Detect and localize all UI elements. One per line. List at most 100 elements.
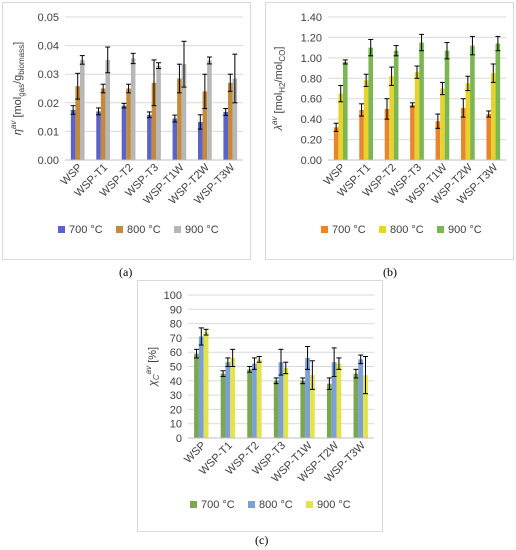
chart-c-bar bbox=[247, 369, 253, 438]
chart-b-bar bbox=[410, 104, 415, 160]
chart-c-bar bbox=[273, 380, 279, 438]
chart-a-bar bbox=[207, 60, 212, 160]
chart-b-ytick-label: 0.40 bbox=[301, 114, 322, 126]
chart-b-bar bbox=[343, 61, 348, 160]
caption-a: (a) bbox=[119, 265, 133, 279]
caption-c: (c) bbox=[255, 533, 269, 547]
chart-a-bar bbox=[232, 78, 238, 160]
chart-a-legend-swatch bbox=[58, 226, 65, 233]
chart-b-bar bbox=[384, 108, 390, 160]
chart-a-bar bbox=[177, 78, 182, 160]
chart-b-y-axis-label: λav [molH2/molCO] bbox=[270, 47, 287, 132]
chart-a-ytick-label: 0.03 bbox=[38, 69, 59, 81]
chart-a-bar bbox=[223, 111, 228, 160]
chart-c-bar bbox=[309, 375, 315, 438]
chart-a-bar bbox=[172, 118, 178, 160]
chart-b-bar bbox=[363, 80, 369, 160]
chart-a-ytick-label: 0.01 bbox=[38, 126, 59, 138]
chart-b-bar bbox=[444, 50, 450, 161]
chart-b-bar bbox=[490, 73, 496, 160]
chart-b-legend-swatch bbox=[321, 226, 328, 233]
chart-b-bar bbox=[465, 83, 471, 160]
chart-c-legend-swatch bbox=[190, 501, 197, 508]
chart-b-legend-swatch bbox=[437, 226, 444, 233]
chart-b-bar bbox=[440, 88, 445, 160]
chart-c-legend-swatch bbox=[306, 501, 313, 508]
chart-b-bar bbox=[435, 121, 441, 160]
chart-c-ytick-label: 10 bbox=[170, 419, 182, 431]
chart-a-bar bbox=[181, 64, 187, 160]
chart-a-y-axis-label: ηav [molgas/gbiomass] bbox=[9, 42, 26, 135]
chart-c-bar bbox=[194, 353, 199, 438]
chart-c-bar bbox=[363, 375, 368, 438]
chart-c-bar bbox=[256, 359, 262, 438]
chart-b-bar bbox=[419, 42, 424, 160]
chart-a-svg: 0.000.010.020.030.040.05WSPWSP-T1WSP-T2W… bbox=[9, 12, 243, 236]
chart-a-bar bbox=[130, 58, 136, 160]
chart-c-bar bbox=[252, 363, 257, 438]
chart-b-legend-label: 700 °C bbox=[332, 224, 366, 236]
chart-c-bar bbox=[203, 332, 209, 438]
chart-b-bar bbox=[460, 107, 466, 160]
chart-c-bar bbox=[225, 362, 231, 438]
chart-b-bar bbox=[393, 50, 399, 161]
chart-c-bar bbox=[358, 359, 364, 438]
chart-c-bar bbox=[331, 362, 337, 438]
chart-b-bar bbox=[368, 47, 374, 161]
chart-a-ytick-label: 0.00 bbox=[38, 155, 59, 167]
chart-c-bar bbox=[326, 383, 332, 438]
chart-c-ytick-label: 40 bbox=[170, 376, 182, 388]
chart-c-ytick-label: 60 bbox=[170, 347, 182, 359]
chart-a-ytick-label: 0.02 bbox=[38, 98, 59, 110]
chart-c-bar bbox=[230, 357, 236, 438]
chart-a-bar bbox=[147, 114, 152, 160]
chart-a-bar bbox=[75, 86, 81, 160]
chart-b-ytick-label: 0.60 bbox=[301, 94, 322, 106]
chart-b-ytick-label: 1.20 bbox=[301, 32, 322, 44]
chart-c-y-axis-label: χCav [%] bbox=[144, 347, 161, 387]
chart-a-legend-label: 900 °C bbox=[185, 224, 219, 236]
chart-a-legend-label: 700 °C bbox=[69, 224, 103, 236]
chart-a-bar bbox=[151, 82, 157, 160]
chart-c-legend-label: 800 °C bbox=[259, 499, 293, 511]
chart-c-ytick-label: 20 bbox=[170, 404, 182, 416]
chart-a-bar bbox=[126, 88, 131, 160]
chart-a-bar bbox=[156, 65, 161, 160]
chart-a-legend-swatch bbox=[116, 226, 123, 233]
chart-b-ytick-label: 0.00 bbox=[301, 155, 322, 167]
chart-b-bar bbox=[486, 114, 491, 160]
chart-b-bar bbox=[359, 109, 364, 160]
chart-c-ytick-label: 50 bbox=[170, 362, 182, 374]
chart-a-bar bbox=[197, 121, 203, 160]
chart-c-ytick-label: 30 bbox=[170, 390, 182, 402]
chart-c-ytick-label: 0 bbox=[176, 433, 182, 445]
chart-a-bar bbox=[70, 109, 76, 160]
chart-c-bar bbox=[300, 380, 306, 438]
chart-c-bar bbox=[220, 373, 226, 438]
chart-c-bar bbox=[283, 367, 289, 438]
chart-c-bar bbox=[305, 357, 310, 438]
chart-a-bar bbox=[100, 88, 106, 160]
chart-b-ytick-label: 1.00 bbox=[301, 53, 322, 65]
chart-c-bar bbox=[278, 362, 284, 438]
chart-b-bar bbox=[470, 45, 475, 160]
chart-a-ytick-label: 0.05 bbox=[38, 12, 59, 24]
chart-b-bar bbox=[414, 72, 420, 160]
chart-b-panel: 0.00 0.20 0.40 0.60 0.80 1.00 1.20 1.40 WSP WSP-T… bbox=[265, 2, 514, 260]
chart-b-bar bbox=[495, 43, 501, 160]
chart-c-ytick-label: 70 bbox=[170, 333, 182, 345]
chart-a-ytick-label: 0.04 bbox=[38, 41, 59, 53]
chart-b-legend-label: 800 °C bbox=[390, 224, 424, 236]
chart-c-legend-label: 900 °C bbox=[317, 499, 351, 511]
chart-a-bar bbox=[121, 105, 127, 160]
chart-c-svg: 0102030405060708090100WSPWSP-T1WSP-T2WSP… bbox=[144, 290, 374, 511]
chart-b-ytick-label: 1.40 bbox=[301, 12, 322, 24]
chart-a-bar bbox=[227, 82, 233, 160]
chart-a-legend-swatch bbox=[174, 226, 181, 233]
chart-a-bar bbox=[105, 59, 111, 160]
chart-b-ytick-label: 0.80 bbox=[301, 73, 322, 85]
chart-b-bar bbox=[338, 93, 344, 160]
chart-a-panel: 0.00 0.01 0.02 0.03 0.04 0.05 WSP WSP-T1 WSP-T2 W… bbox=[2, 2, 251, 260]
chart-a-bar bbox=[80, 59, 85, 160]
chart-c-bar bbox=[353, 373, 359, 438]
